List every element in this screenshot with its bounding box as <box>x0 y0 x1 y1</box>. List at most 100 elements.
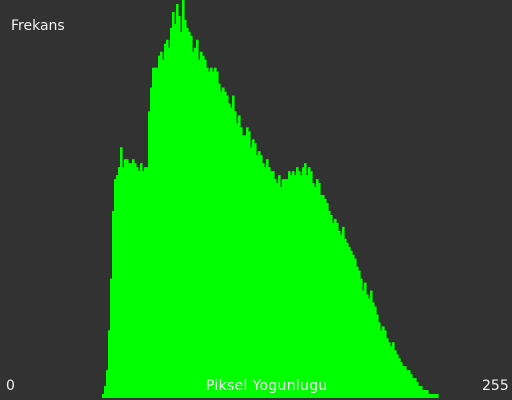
histogram-bar <box>106 370 109 398</box>
histogram-bar <box>262 163 265 398</box>
histogram-bar <box>120 147 123 398</box>
histogram-bar <box>320 195 323 398</box>
histogram-bar <box>178 15 181 398</box>
histogram-bar <box>348 246 351 398</box>
histogram-bar <box>164 43 167 398</box>
histogram-bar <box>350 250 353 398</box>
histogram-bar <box>278 175 281 398</box>
histogram-bar <box>256 155 259 398</box>
histogram-bar <box>398 358 401 398</box>
histogram-bar <box>140 163 143 398</box>
histogram-bar <box>406 370 409 398</box>
y-axis-label: Frekans <box>11 18 65 34</box>
histogram-bar <box>166 39 169 399</box>
histogram-bar <box>332 222 335 398</box>
histogram-bar <box>288 171 291 398</box>
histogram-bar <box>372 302 375 398</box>
histogram-bar <box>430 394 433 398</box>
histogram-bar <box>104 386 107 398</box>
histogram-bar <box>318 183 321 398</box>
histogram-bar <box>298 171 301 398</box>
histogram-bar <box>368 298 371 398</box>
histogram-bar <box>114 179 117 398</box>
histogram-bar <box>148 111 151 398</box>
histogram-bar <box>138 171 141 398</box>
histogram-bar <box>410 374 413 398</box>
histogram-bar <box>102 394 105 398</box>
histogram-bar <box>414 378 417 398</box>
histogram-bar <box>168 47 171 398</box>
histogram-bar <box>280 187 283 398</box>
histogram-bar <box>404 366 407 398</box>
histogram-bar <box>356 266 359 398</box>
histogram-bar <box>360 278 363 398</box>
histogram-bar <box>340 234 343 398</box>
histogram-bar <box>196 39 199 399</box>
histogram-bar <box>282 179 285 398</box>
histogram-bar <box>116 175 119 398</box>
histogram-bar <box>302 167 305 398</box>
histogram-bar <box>366 294 369 398</box>
histogram-bar <box>272 171 275 398</box>
histogram-bar <box>194 47 197 398</box>
histogram-bar <box>338 230 341 398</box>
histogram-bar <box>246 127 249 399</box>
histogram-bar <box>354 258 357 398</box>
histogram-bar <box>234 111 237 398</box>
histogram-bar <box>326 202 329 398</box>
histogram-bar <box>342 226 345 398</box>
histogram-bar <box>314 187 317 398</box>
histogram-bar <box>304 163 307 398</box>
histogram-bar <box>266 159 269 398</box>
histogram-bar <box>110 278 113 398</box>
histogram-bar <box>260 155 263 398</box>
histogram-bar <box>132 159 135 398</box>
histogram-bar <box>358 270 361 398</box>
histogram-bar <box>284 179 287 398</box>
histogram-bar <box>218 83 221 398</box>
histogram-bar <box>392 342 395 398</box>
histogram-bar <box>172 11 175 398</box>
histogram-bar <box>380 330 383 398</box>
histogram-bar <box>274 179 277 398</box>
histogram-bar <box>378 322 381 398</box>
histogram-bar <box>330 214 333 398</box>
histogram-bar <box>390 346 393 398</box>
histogram-bar <box>176 3 179 398</box>
histogram-bar <box>248 131 251 398</box>
histogram-bar <box>258 151 261 398</box>
histogram-bar <box>384 330 387 398</box>
histogram-bar <box>162 59 165 398</box>
histogram-bar <box>204 59 207 398</box>
histogram-bar <box>182 0 185 398</box>
histogram-bar <box>200 51 203 399</box>
histogram-bar <box>396 354 399 398</box>
histogram-bar <box>240 127 243 399</box>
histogram-bar <box>128 163 131 398</box>
histogram-bar <box>152 67 155 398</box>
histogram-bar <box>220 91 223 398</box>
histogram-bar <box>174 23 177 398</box>
histogram-bar <box>322 195 325 398</box>
histogram-bar <box>236 123 239 398</box>
histogram-bar <box>238 115 241 399</box>
histogram-bar <box>222 87 225 398</box>
histogram-bar <box>290 175 293 398</box>
histogram-bar <box>170 27 173 399</box>
histogram-bar <box>436 394 439 398</box>
histogram-bar <box>224 91 227 398</box>
histogram-bar <box>150 87 153 398</box>
histogram-bar <box>254 143 257 398</box>
histogram-bar <box>216 71 219 398</box>
histogram-bar <box>108 330 111 398</box>
x-axis-label: Piksel Yogunlugu <box>206 378 328 394</box>
histogram-bar <box>270 171 273 398</box>
histogram-bar <box>214 67 217 398</box>
histogram-bar <box>422 390 425 398</box>
histogram-bar <box>130 163 133 398</box>
histogram-bar <box>312 183 315 398</box>
histogram-bar <box>232 95 235 399</box>
histogram-bar <box>264 167 267 398</box>
histogram-bar <box>328 210 331 398</box>
histogram-bar <box>126 159 129 398</box>
